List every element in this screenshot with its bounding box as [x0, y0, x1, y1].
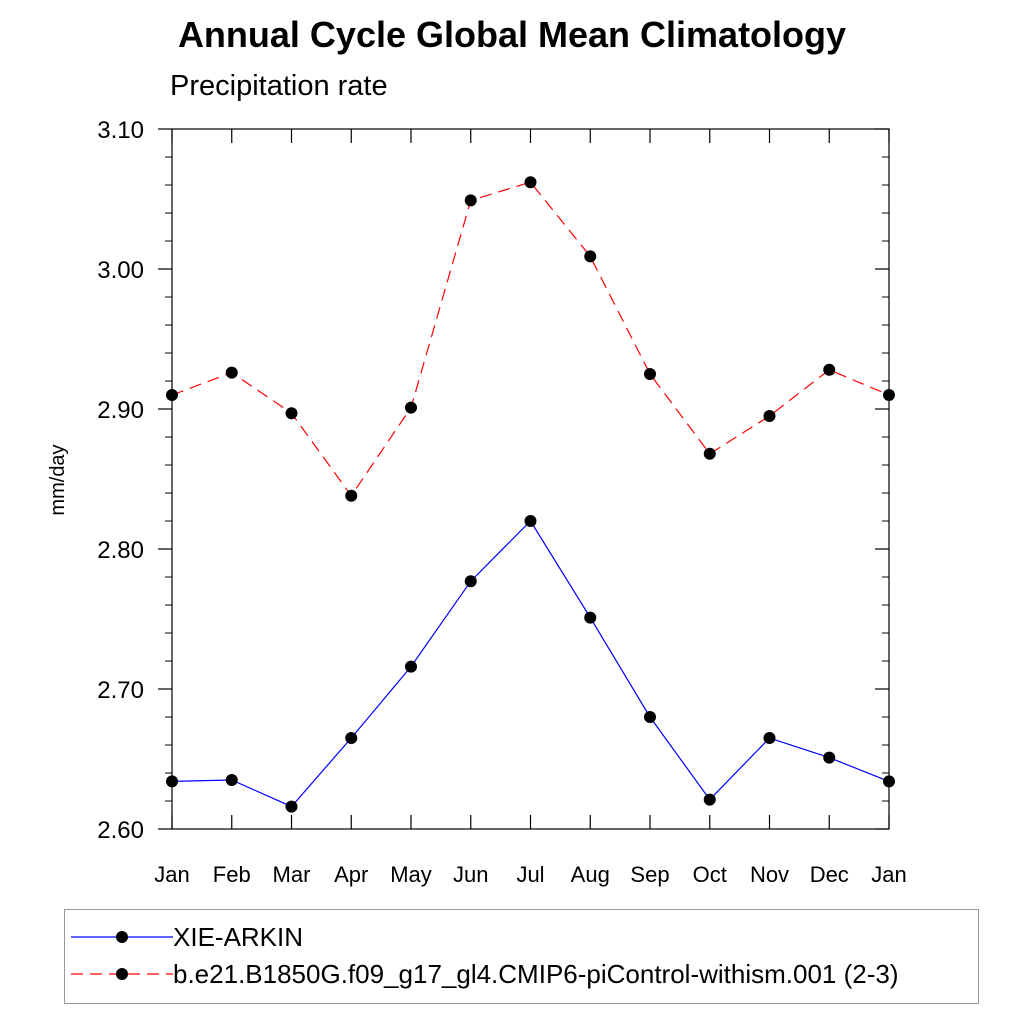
data-point [225, 366, 238, 379]
series-2 [166, 176, 895, 502]
x-tick-label: Oct [693, 862, 727, 887]
chart-subtitle: Precipitation rate [170, 70, 388, 102]
x-tick-label: Nov [750, 862, 789, 887]
data-point [823, 751, 836, 764]
x-tick-label: Aug [571, 862, 610, 887]
y-tick-label: 2.60 [97, 817, 144, 844]
y-tick-label: 2.70 [97, 677, 144, 704]
y-tick-label: 3.00 [97, 257, 144, 284]
y-tick-label: 3.10 [97, 117, 144, 144]
data-point [225, 774, 238, 786]
data-point [464, 575, 477, 588]
data-point [644, 368, 656, 380]
data-point [644, 711, 656, 723]
legend-label-series-1: XIE-ARKIN [173, 922, 304, 952]
x-tick-label: Jan [154, 862, 189, 887]
data-point [584, 250, 597, 263]
legend-label-series-2: b.e21.B1850G.f09_g17_gl4.CMIP6-piControl… [173, 959, 899, 989]
data-point [524, 515, 537, 527]
data-point [285, 800, 298, 813]
x-tick-label: May [390, 862, 432, 887]
labels-layer: Jan Feb Mar Apr May Jun Jul Aug Sep Oct Nov Dec Jan 2… [97, 117, 906, 887]
legend: XIE-ARKIN b.e21.B1850G.f09_g17_gl4.CMIP6… [64, 909, 979, 1004]
y-tick-label: 2.90 [97, 397, 144, 424]
x-tick-label: Jul [516, 862, 544, 887]
data-point [823, 363, 836, 376]
series-1 [166, 515, 895, 813]
ticks-layer [158, 128, 890, 830]
data-point [703, 447, 716, 460]
data-point [464, 194, 477, 207]
plot-frame [171, 128, 890, 830]
data-point [405, 660, 417, 673]
data-point [285, 407, 298, 420]
data-point [345, 732, 358, 744]
x-tick-label: Dec [810, 862, 849, 887]
data-point [703, 793, 716, 806]
series-line-2 [171, 181, 890, 497]
y-tick-label: 2.80 [97, 537, 144, 564]
series-line-1 [171, 520, 890, 808]
series-layer [166, 176, 895, 813]
x-tick-label: Mar [273, 862, 311, 887]
data-point [763, 410, 776, 422]
data-point [524, 176, 537, 189]
x-tick-label: Jan [871, 862, 906, 887]
x-tick-label: Feb [213, 862, 251, 887]
legend-swatch-series-2 [71, 968, 173, 980]
data-point [405, 401, 417, 414]
data-point [345, 489, 358, 502]
y-axis-label: mm/day [47, 444, 69, 515]
x-tick-label: Apr [334, 862, 368, 887]
chart-title: Annual Cycle Global Mean Climatology [177, 14, 847, 55]
x-tick-label: Sep [630, 862, 669, 887]
legend-swatch-series-1 [71, 931, 173, 943]
data-point [763, 732, 776, 744]
legend-swatches [71, 931, 173, 980]
data-point [584, 611, 597, 624]
x-tick-label: Jun [453, 862, 488, 887]
